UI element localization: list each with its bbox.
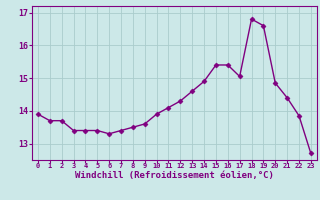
X-axis label: Windchill (Refroidissement éolien,°C): Windchill (Refroidissement éolien,°C) bbox=[75, 171, 274, 180]
